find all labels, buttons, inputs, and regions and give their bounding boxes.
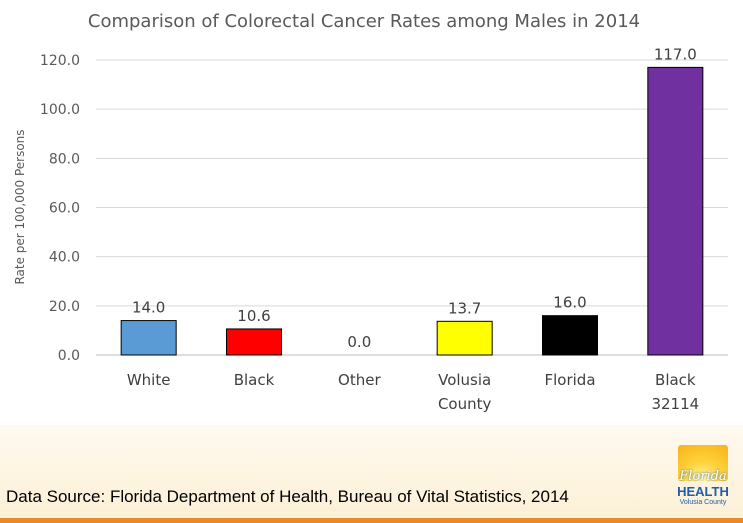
bar <box>120 320 177 356</box>
y-tick-label: 0.0 <box>58 348 80 364</box>
bar-chart: Comparison of Colorectal Cancer Rates am… <box>13 11 728 413</box>
y-tick-label: 100.0 <box>40 102 80 118</box>
data-label: 0.0 <box>347 333 371 351</box>
chart-title: Comparison of Colorectal Cancer Rates am… <box>88 11 640 32</box>
logo-florida-text: Florida <box>679 469 727 484</box>
y-tick-label: 40.0 <box>49 250 80 266</box>
bar <box>226 328 282 356</box>
category-label: Volusia <box>438 371 491 389</box>
florida-health-logo: Florida HEALTH Volusia County <box>676 443 730 511</box>
logo-county-text: Volusia County <box>679 499 727 506</box>
category-labels: White Black Other Volusia County Florida Black… <box>127 371 699 413</box>
footer: Data Source: Florida Department of Healt… <box>0 425 743 523</box>
bottom-stripe <box>0 518 743 523</box>
data-labels: 14.0 10.6 0.0 13.7 16.0 117.0 <box>132 45 697 351</box>
category-label: Black <box>234 371 275 389</box>
bar <box>647 66 704 356</box>
data-label: 16.0 <box>553 294 586 312</box>
category-label: Black <box>655 371 696 389</box>
bar <box>542 315 598 356</box>
y-axis-label: Rate per 100,000 Persons <box>13 129 27 284</box>
data-label: 10.6 <box>237 307 270 325</box>
y-tick-label: 120.0 <box>40 53 80 69</box>
chart: Comparison of Colorectal Cancer Rates am… <box>13 11 728 413</box>
gridlines <box>96 59 728 356</box>
y-tick-label: 20.0 <box>49 299 80 315</box>
y-tick-label: 60.0 <box>49 201 80 217</box>
bars <box>120 66 704 356</box>
bar <box>436 320 493 356</box>
data-label: 117.0 <box>654 45 697 63</box>
logo-health-text: HEALTH <box>677 484 729 499</box>
y-tick-labels: 0.0 20.0 40.0 60.0 80.0 100.0 120.0 <box>40 53 80 364</box>
category-label: Florida <box>544 371 595 389</box>
data-label: 14.0 <box>132 299 165 317</box>
sun-icon <box>678 445 728 481</box>
category-label: Other <box>338 371 381 389</box>
y-tick-label: 80.0 <box>49 151 80 167</box>
data-source-text: Data Source: Florida Department of Healt… <box>6 487 569 506</box>
data-label: 13.7 <box>448 299 481 317</box>
category-label: 32114 <box>651 395 699 413</box>
category-label: County <box>438 395 492 413</box>
category-label: White <box>127 371 171 389</box>
